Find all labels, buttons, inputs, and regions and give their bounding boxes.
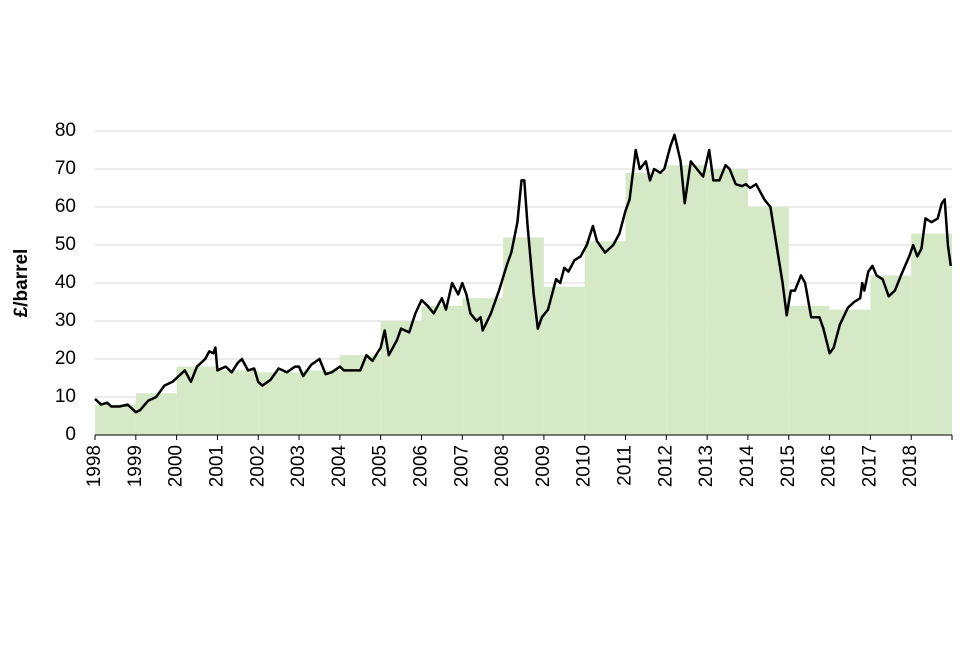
x-tick-label: 2018 (900, 445, 921, 487)
x-tick-label: 2010 (574, 445, 595, 487)
annual-average-bar (258, 372, 300, 435)
y-tick-label: 40 (55, 272, 76, 293)
annual-average-bar (299, 370, 340, 435)
y-tick-label: 20 (55, 348, 76, 369)
x-tick-label: 2009 (533, 445, 554, 487)
annual-average-bar (217, 370, 259, 435)
x-tick-label: 2005 (370, 445, 391, 487)
y-tick-label: 70 (55, 158, 76, 179)
x-tick-label: 2012 (655, 445, 676, 487)
annual-average-bar (421, 305, 463, 435)
x-tick-label: 2011 (615, 445, 636, 486)
x-tick-label: 2008 (492, 445, 513, 487)
annual-average-bar (829, 309, 871, 435)
x-tick-label: 2006 (410, 445, 431, 487)
y-tick-label: 0 (65, 424, 76, 445)
annual-average-bar (543, 286, 585, 435)
x-tick-label: 2007 (451, 445, 472, 487)
y-tick-label: 30 (55, 310, 76, 331)
annual-average-bar (666, 165, 708, 435)
annual-average-bar (584, 241, 626, 435)
annual-average-bar (625, 172, 667, 436)
annual-average-bar (95, 404, 136, 435)
y-axis-label: £/barrel (11, 249, 32, 318)
annual-average-bar (462, 298, 504, 435)
x-tick-label: 1998 (84, 445, 105, 487)
annual-average-bar (176, 366, 218, 435)
y-tick-label: 10 (55, 386, 76, 407)
annual-average-bar (911, 233, 952, 435)
annual-average-bar (747, 207, 789, 435)
x-tick-label: 1999 (125, 445, 146, 487)
x-tick-label: 2000 (166, 445, 187, 487)
x-tick-label: 2003 (288, 445, 309, 487)
x-tick-label: 2013 (696, 445, 717, 487)
x-tick-label: 2004 (329, 445, 350, 488)
annual-average-bar (870, 275, 912, 435)
x-tick-label: 2016 (819, 445, 840, 487)
x-tick-label: 2001 (206, 445, 227, 487)
x-tick-label: 2002 (247, 445, 268, 487)
x-tick-label: 2014 (737, 445, 758, 488)
x-tick-label: 2015 (778, 445, 799, 487)
x-tick-label: 2017 (859, 445, 880, 487)
price-line (94, 133, 953, 414)
y-tick-label: 60 (55, 196, 76, 217)
annual-average-bar (707, 169, 748, 435)
y-tick-label: 80 (55, 120, 76, 141)
annual-average-bar (135, 393, 177, 435)
y-tick-label: 50 (55, 234, 76, 255)
annual-average-bar (503, 237, 544, 435)
